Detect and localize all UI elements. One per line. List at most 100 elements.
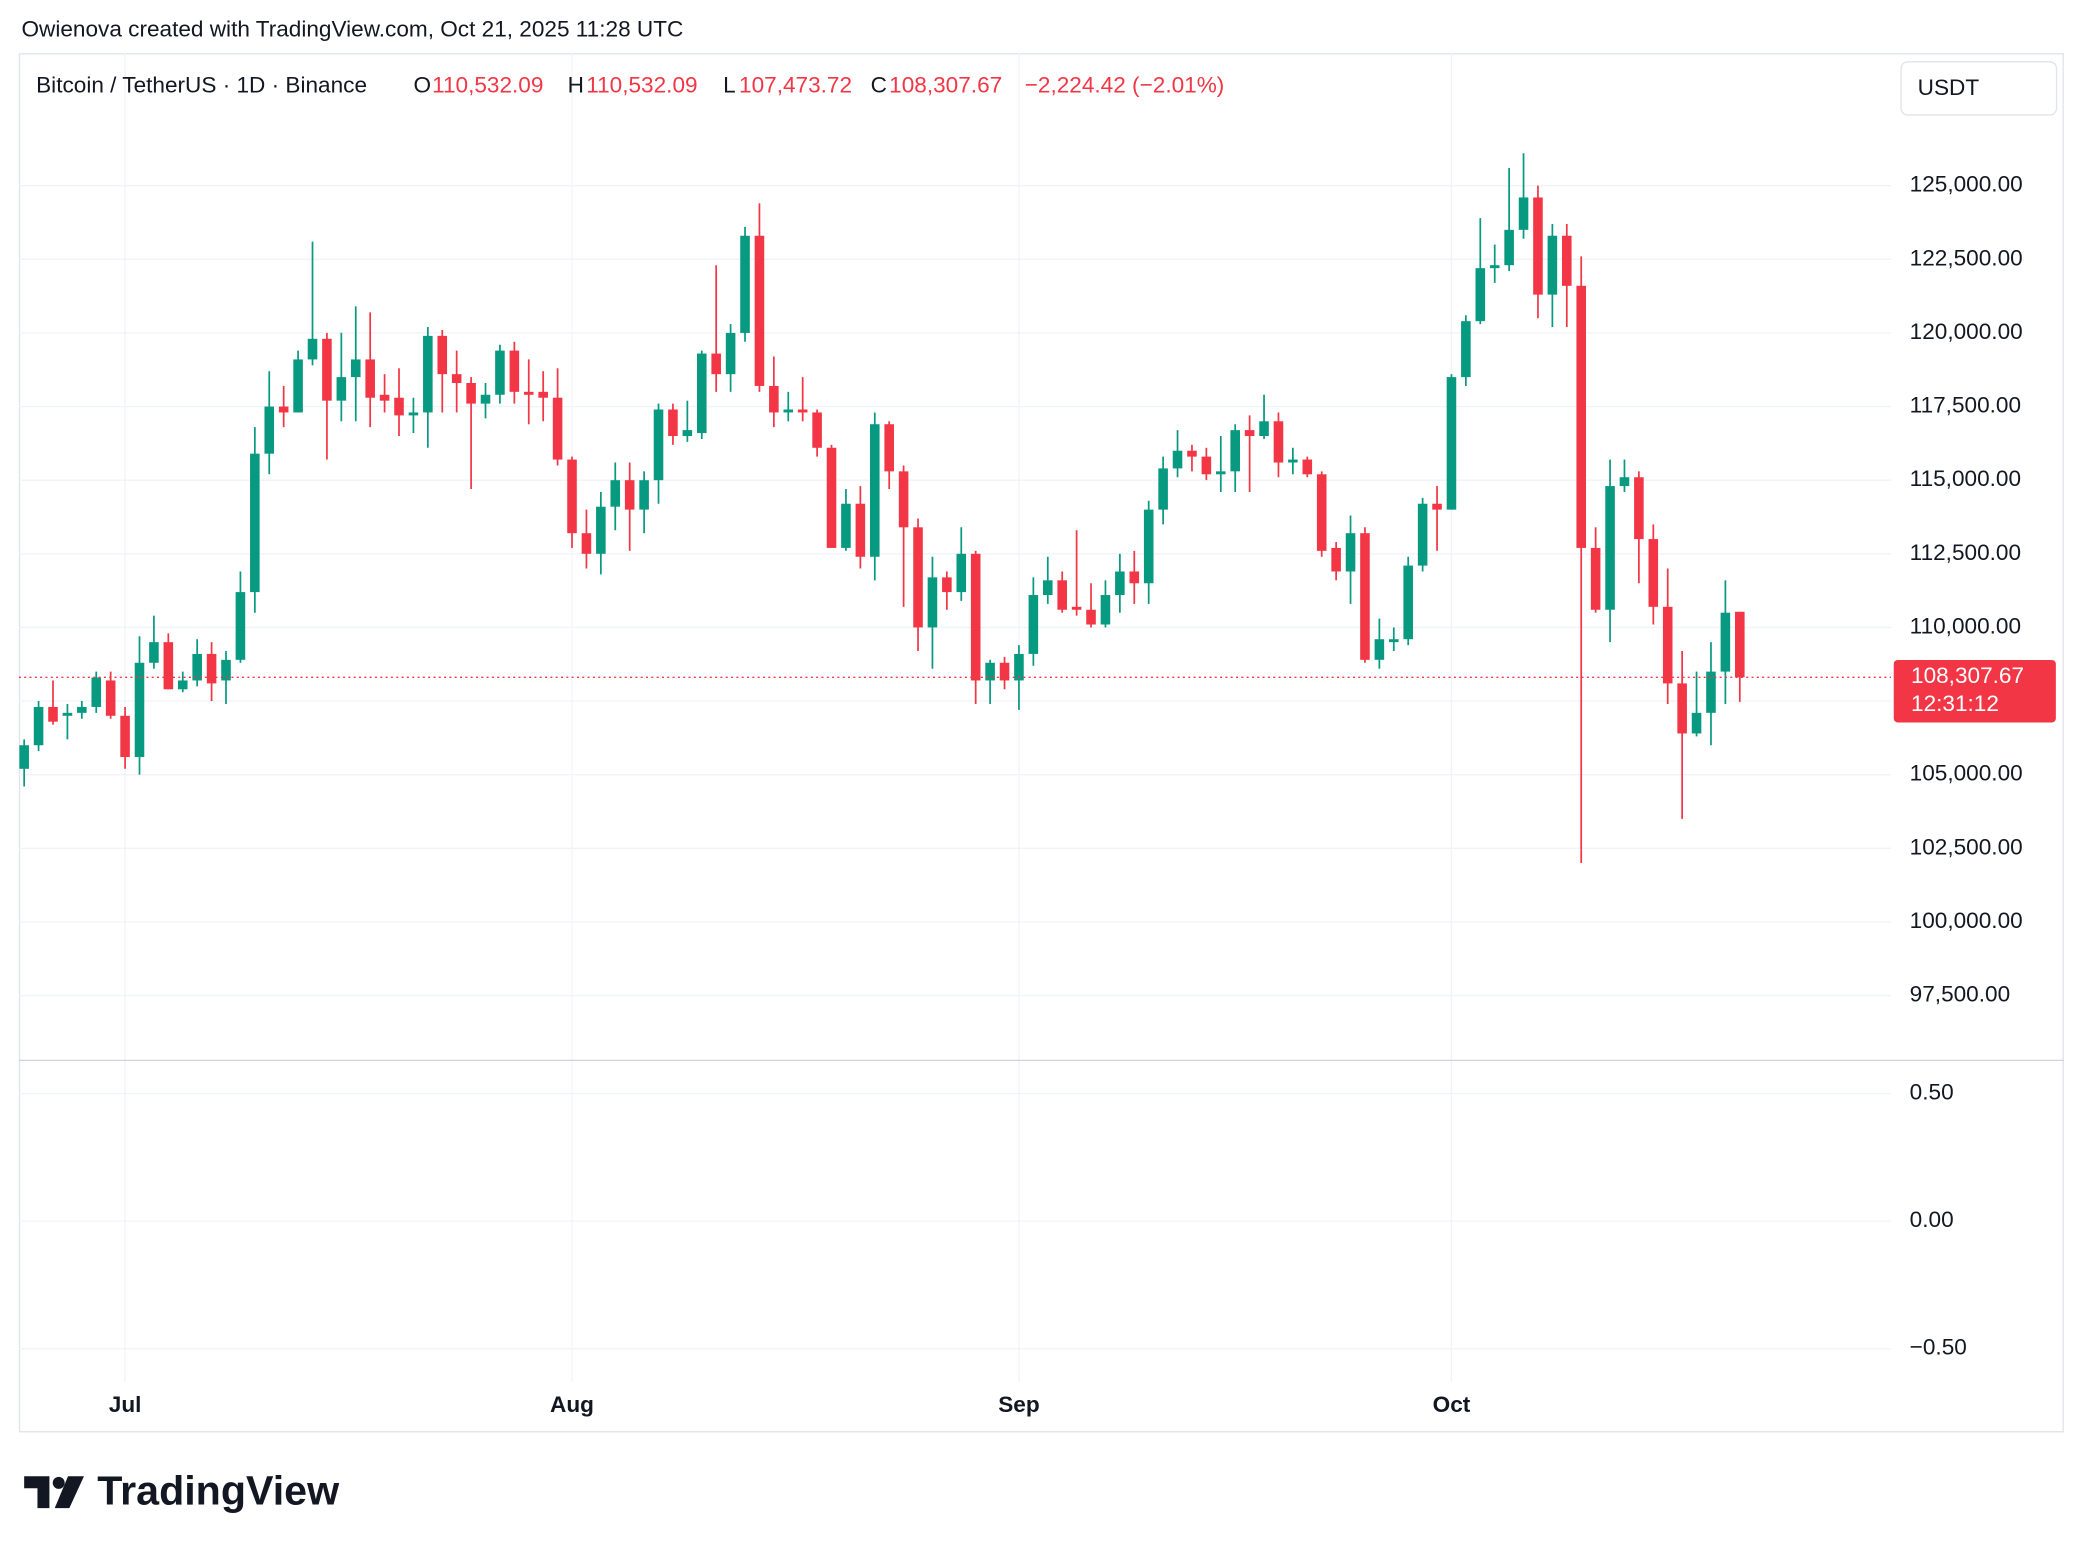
candle-body (538, 391, 548, 398)
candle-body (149, 642, 159, 663)
candle-body (1489, 265, 1500, 269)
brand-logo (24, 1476, 84, 1509)
candle-body (1042, 580, 1053, 596)
candle-body (581, 533, 592, 554)
candle-body (1634, 477, 1644, 540)
candles (18, 153, 1892, 864)
ohlc-legend: O 110,532.09 H 110,532.09 L 107,473.72 C 108,30… (413, 72, 1002, 97)
candle-body (826, 447, 837, 548)
ohlc-value: 107,473.72 (739, 72, 852, 97)
candle-body (1619, 477, 1630, 487)
candle-body (1533, 197, 1543, 295)
candle-body (1158, 468, 1168, 510)
candle-body (1735, 611, 1745, 678)
ohlc-key: O (413, 72, 431, 97)
candle-body (956, 553, 967, 593)
ohlc-value: 108,307.67 (889, 72, 1002, 97)
candle-body (466, 382, 476, 404)
candle-body (1446, 377, 1457, 510)
candle-body (77, 706, 87, 713)
candle-body (350, 359, 361, 378)
candle-body (62, 712, 73, 716)
candle-body (754, 235, 765, 386)
chart-frame (18, 53, 2064, 1433)
y-tick-label: −0.50 (1910, 1335, 1967, 1360)
candle-body (177, 680, 188, 690)
y-tick-label: 97,500.00 (1910, 982, 2010, 1007)
candle-body (1562, 235, 1572, 286)
candle-body (221, 659, 231, 681)
candle-body (278, 406, 289, 413)
y-tick-label: 105,000.00 (1910, 761, 2023, 786)
candle-body (495, 350, 505, 395)
candle-body (1201, 456, 1212, 475)
candle-body (235, 592, 246, 660)
candle-body (206, 653, 217, 684)
candle-body (336, 377, 347, 401)
candle-body (365, 359, 375, 398)
candle-body (1057, 580, 1067, 610)
candle-body (1115, 571, 1125, 596)
candle-body (509, 350, 520, 392)
ohlc-key: H (568, 72, 584, 97)
candle-body (437, 335, 448, 375)
candle-body (1432, 503, 1442, 510)
candle-body (1590, 547, 1601, 610)
candle-body (855, 503, 866, 557)
grid (18, 53, 1892, 1382)
candle-body (1648, 539, 1659, 607)
candle-body (783, 409, 794, 413)
candle-body (1605, 486, 1615, 610)
candle-body (1518, 197, 1529, 230)
axes: 97,500.00 100,000.00 102,500.00 105,000.00 1… (109, 172, 2056, 1417)
candle-body (552, 397, 563, 460)
candle-body (1677, 683, 1687, 734)
y-tick-label: 110,000.00 (1910, 613, 2021, 638)
candle-body (1706, 671, 1716, 713)
candle-body (1172, 450, 1183, 469)
y-tick-label: 115,000.00 (1910, 466, 2021, 491)
price-badge-countdown: 12:31:12 (1911, 691, 1999, 716)
candle-body (898, 471, 909, 528)
candle-body (970, 553, 981, 681)
candle-body (725, 332, 736, 375)
candle-body (653, 409, 664, 481)
candle-body (1187, 450, 1197, 457)
x-tick-label: Jul (109, 1392, 142, 1417)
candle-body (480, 394, 491, 404)
candle-body (769, 385, 779, 413)
candle-body (797, 409, 808, 413)
candle-body (120, 715, 130, 758)
candle-body (1547, 235, 1558, 295)
candle-body (1259, 421, 1269, 437)
candle-body (711, 353, 721, 375)
candle-body (1504, 229, 1514, 266)
ohlc-value: 110,532.09 (432, 72, 543, 97)
candle-body (596, 506, 606, 554)
candle-body (379, 394, 390, 401)
credit: Owienova created with TradingView.com, O… (22, 17, 684, 42)
y-tick-label: 120,000.00 (1910, 319, 2023, 344)
candle-body (163, 642, 174, 690)
candle-body (1244, 430, 1255, 437)
candle-body (293, 359, 303, 413)
candle-body (408, 412, 419, 416)
currency-button[interactable] (1900, 61, 2058, 116)
x-tick-label: Sep (998, 1392, 1039, 1417)
candle-body (423, 335, 433, 413)
candle-body (91, 677, 102, 707)
x-tick-label: Aug (550, 1392, 594, 1417)
ohlc-value: 110,532.09 (586, 72, 697, 97)
currency-label[interactable]: USDT (1918, 75, 1980, 100)
candle-body (942, 577, 952, 593)
candle-body (1720, 612, 1731, 672)
change: −2,224.42 (−2.01%) (1025, 72, 1225, 97)
candle-body (610, 480, 621, 507)
candle-body (668, 409, 678, 437)
candle-body (1345, 533, 1356, 572)
candle-body (19, 745, 29, 769)
brand: TradingView (97, 1467, 340, 1513)
candle-body (192, 653, 202, 681)
